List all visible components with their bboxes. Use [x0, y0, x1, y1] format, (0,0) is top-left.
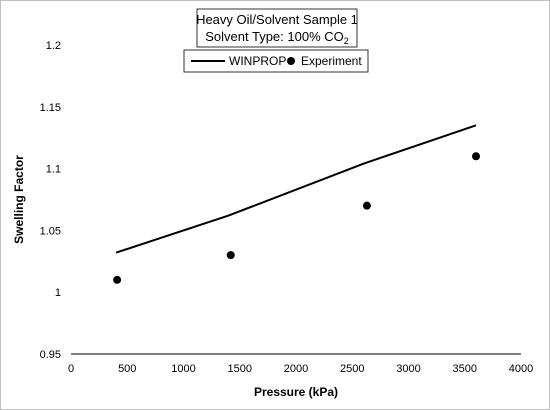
y-tick-label: 1.1: [46, 164, 61, 176]
legend: WINPROP Experiment: [183, 49, 369, 73]
x-tick-label: 4000: [509, 363, 533, 375]
chart-title: Heavy Oil/Solvent Sample 1: [196, 12, 358, 27]
x-axis-title: Pressure (kPa): [254, 385, 338, 399]
y-tick-label: 1: [55, 287, 61, 299]
subtitle-main: Solvent Type: 100% CO: [205, 29, 344, 44]
y-axis-title: Swelling Factor: [12, 155, 26, 244]
experiment-data-point: [226, 251, 235, 260]
experiment-data-point: [472, 152, 480, 161]
x-tick-label: 500: [118, 363, 136, 375]
x-tick-label: 1000: [171, 363, 195, 375]
winprop-series-line: [115, 124, 477, 254]
x-tick-label: 3000: [396, 363, 420, 375]
title-frame: [196, 8, 358, 48]
legend-marker-swatch: [287, 57, 295, 65]
y-tick-label: 0.95: [40, 349, 61, 361]
title-box: Heavy Oil/Solvent Sample 1 Solvent Type:…: [196, 8, 358, 48]
legend-label-experiment: Experiment: [301, 54, 362, 68]
series-layer: [113, 124, 480, 284]
experiment-data-point: [113, 275, 122, 284]
y-tick-label: 1.2: [46, 40, 61, 52]
experiment-data-point: [362, 201, 371, 210]
y-tick-label: 1.05: [40, 225, 61, 237]
x-tick-label: 0: [68, 363, 74, 375]
y-tick-label: 1.15: [40, 102, 61, 114]
x-tick-label: 2000: [284, 363, 308, 375]
subtitle-subscript: 2: [344, 36, 349, 46]
x-axis-ticks: 0 500 1000 1500 2000 2500 3000 3500 4000: [68, 363, 533, 375]
legend-frame: [183, 49, 369, 73]
chart-subtitle: Solvent Type: 100% CO2: [205, 29, 349, 46]
x-tick-label: 3500: [453, 363, 477, 375]
y-axis-ticks: 0.95 1 1.05 1.1 1.15 1.2: [40, 40, 61, 361]
x-tick-label: 1500: [228, 363, 252, 375]
x-tick-label: 2500: [340, 363, 364, 375]
legend-label-winprop: WINPROP: [229, 54, 286, 68]
